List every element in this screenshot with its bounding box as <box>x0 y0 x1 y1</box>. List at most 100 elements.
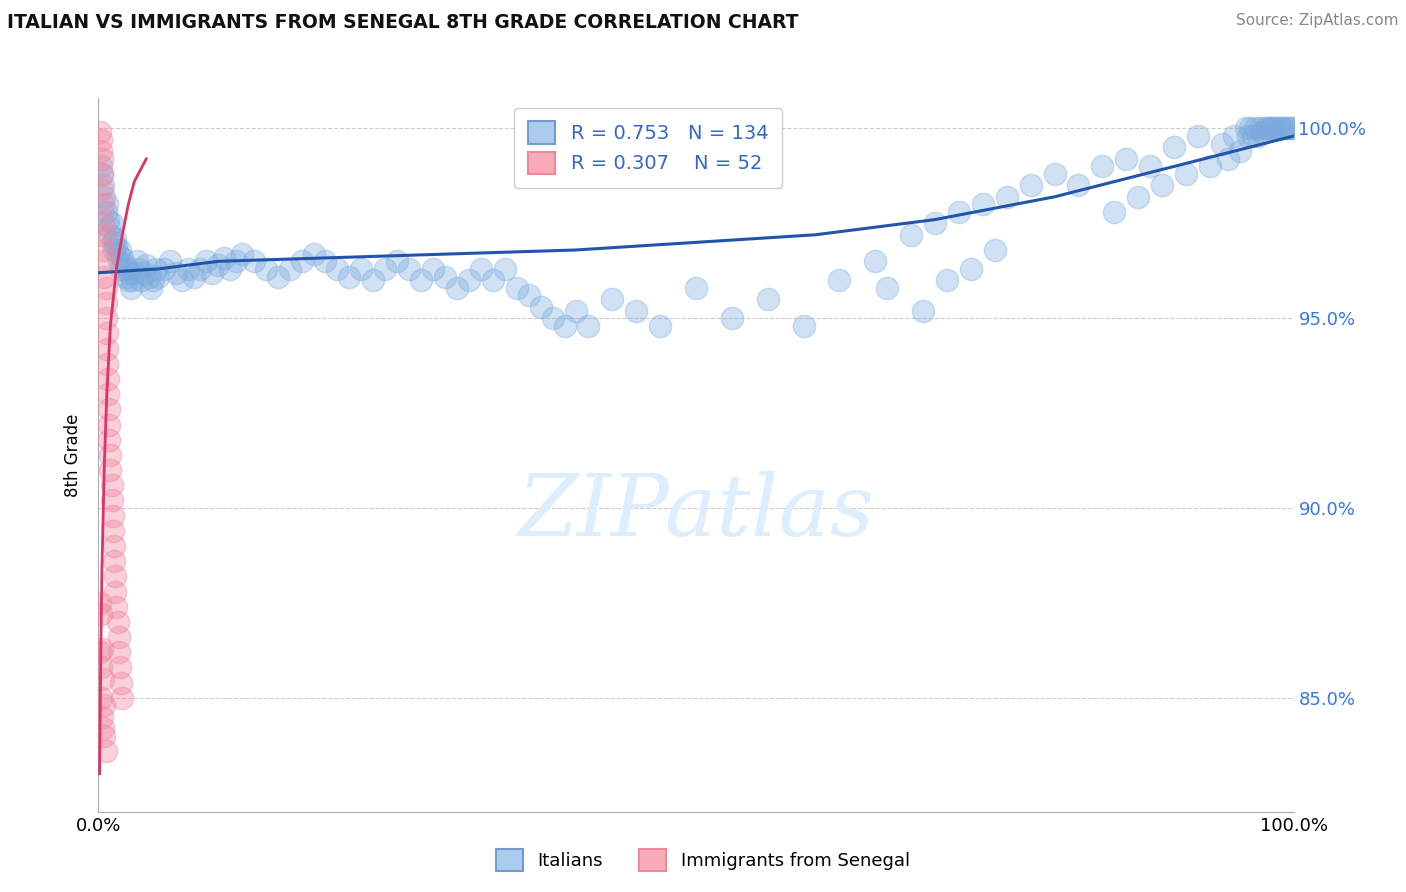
Point <box>458 273 481 287</box>
Point <box>91 197 114 211</box>
Point <box>1275 121 1298 136</box>
Point <box>91 167 114 181</box>
Point <box>115 269 138 284</box>
Legend: Italians, Immigrants from Senegal: Italians, Immigrants from Senegal <box>489 842 917 879</box>
Point <box>98 227 122 242</box>
Point <box>165 266 187 280</box>
Point <box>91 182 114 196</box>
Point <box>1249 121 1271 136</box>
Point <box>1187 129 1209 144</box>
Point <box>93 254 115 268</box>
Point <box>900 227 922 242</box>
Point <box>135 258 157 272</box>
Point <box>97 372 120 386</box>
Point <box>172 273 194 287</box>
Point <box>1251 125 1274 139</box>
Point <box>1265 121 1288 136</box>
Point <box>91 167 114 181</box>
Point <box>948 205 970 219</box>
Point <box>90 660 112 674</box>
Point <box>1229 145 1251 159</box>
Point <box>120 281 142 295</box>
Point <box>876 281 898 295</box>
Point <box>114 258 136 272</box>
Point <box>103 243 125 257</box>
Point <box>201 266 224 280</box>
Point <box>100 478 122 492</box>
Point <box>96 197 118 211</box>
Point <box>139 281 162 295</box>
Point <box>1163 140 1185 154</box>
Point <box>107 246 129 260</box>
Point <box>291 254 314 268</box>
Point <box>104 569 127 583</box>
Point <box>363 273 385 287</box>
Point <box>142 273 165 287</box>
Point <box>1256 121 1278 136</box>
Point <box>93 269 115 284</box>
Point <box>302 246 325 260</box>
Point <box>153 261 176 276</box>
Point <box>685 281 707 295</box>
Point <box>995 190 1018 204</box>
Point <box>1091 160 1114 174</box>
Point <box>626 303 648 318</box>
Point <box>1211 136 1233 151</box>
Point <box>1216 152 1239 166</box>
Point <box>118 266 141 280</box>
Point <box>1268 121 1291 136</box>
Point <box>1128 190 1150 204</box>
Point <box>104 584 127 599</box>
Point <box>219 261 242 276</box>
Text: Source: ZipAtlas.com: Source: ZipAtlas.com <box>1236 13 1399 29</box>
Point <box>96 357 118 371</box>
Point <box>828 273 851 287</box>
Point <box>756 293 779 307</box>
Point <box>138 269 160 284</box>
Point <box>91 641 114 656</box>
Point <box>648 318 672 333</box>
Point <box>121 273 143 287</box>
Point <box>90 133 112 147</box>
Point <box>103 554 125 568</box>
Point <box>984 243 1007 257</box>
Point <box>1244 121 1267 136</box>
Point <box>104 231 127 245</box>
Point <box>1222 129 1246 144</box>
Point <box>1241 129 1264 144</box>
Point <box>148 269 170 284</box>
Point <box>1254 121 1277 136</box>
Point <box>89 596 111 610</box>
Point <box>1234 121 1257 136</box>
Point <box>101 235 124 250</box>
Point <box>94 744 117 758</box>
Point <box>1263 121 1285 136</box>
Point <box>529 300 551 314</box>
Point <box>422 261 444 276</box>
Point <box>959 261 981 276</box>
Point <box>565 303 588 318</box>
Point <box>91 152 114 166</box>
Point <box>91 216 114 230</box>
Point <box>1115 152 1137 166</box>
Point <box>159 254 181 268</box>
Point <box>94 296 117 310</box>
Point <box>602 293 624 307</box>
Point <box>94 311 117 326</box>
Point <box>98 448 122 462</box>
Point <box>90 145 112 159</box>
Point <box>111 251 134 265</box>
Point <box>91 710 114 724</box>
Point <box>125 254 148 268</box>
Point <box>108 660 131 674</box>
Point <box>1282 121 1305 136</box>
Point <box>339 269 360 284</box>
Point <box>107 630 129 644</box>
Point <box>145 261 167 276</box>
Point <box>97 212 120 227</box>
Point <box>541 311 564 326</box>
Point <box>93 729 115 743</box>
Point <box>1043 167 1066 181</box>
Point <box>1272 121 1295 136</box>
Point <box>98 220 121 235</box>
